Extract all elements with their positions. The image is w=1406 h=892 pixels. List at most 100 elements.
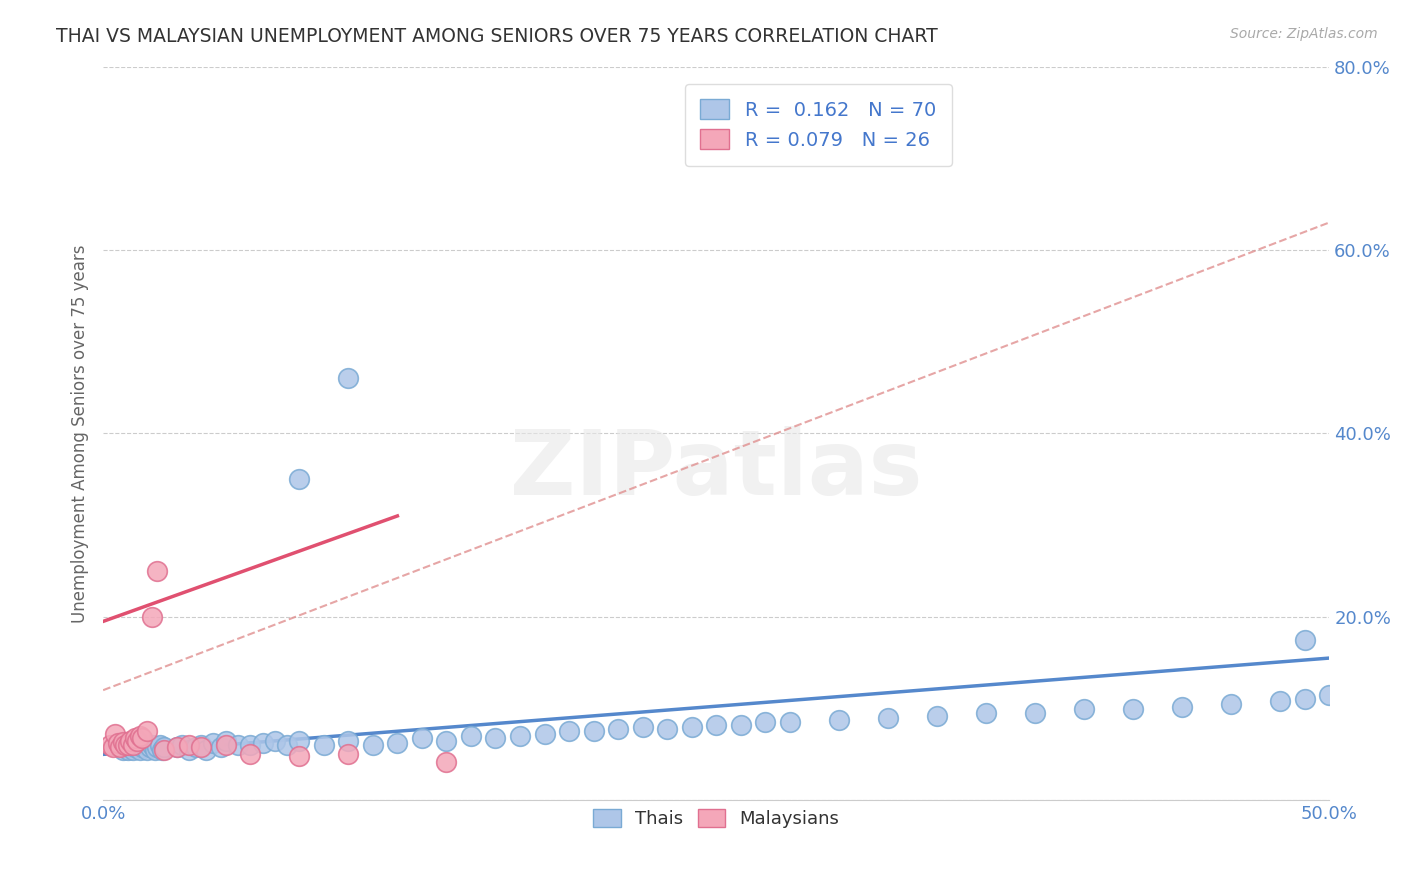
Point <box>436 755 458 769</box>
Point <box>111 743 134 757</box>
Point <box>239 738 262 752</box>
Point <box>166 739 188 754</box>
Point <box>533 727 555 741</box>
Point <box>111 735 134 749</box>
Point <box>582 724 605 739</box>
Text: THAI VS MALAYSIAN UNEMPLOYMENT AMONG SENIORS OVER 75 YEARS CORRELATION CHART: THAI VS MALAYSIAN UNEMPLOYMENT AMONG SEN… <box>56 27 938 45</box>
Point <box>190 739 212 754</box>
Point <box>166 739 188 754</box>
Point <box>1122 701 1144 715</box>
Point <box>828 713 851 727</box>
Point <box>121 738 143 752</box>
Point <box>215 733 238 747</box>
Point <box>117 743 139 757</box>
Point <box>288 733 311 747</box>
Point <box>177 738 200 752</box>
Point <box>779 715 801 730</box>
Point <box>127 738 149 752</box>
Point <box>1294 692 1316 706</box>
Point <box>1294 632 1316 647</box>
Point <box>239 747 262 762</box>
Point <box>190 738 212 752</box>
Point <box>127 733 149 747</box>
Point <box>117 738 139 752</box>
Point <box>104 738 127 752</box>
Point <box>509 729 531 743</box>
Point <box>141 609 163 624</box>
Point <box>138 739 160 754</box>
Point <box>681 720 703 734</box>
Point <box>153 739 176 754</box>
Point <box>129 729 152 743</box>
Point <box>263 733 285 747</box>
Point <box>337 371 360 385</box>
Point <box>607 722 630 736</box>
Point <box>186 739 208 754</box>
Point <box>124 731 146 745</box>
Point <box>558 724 581 739</box>
Point <box>411 731 433 745</box>
Point <box>134 738 156 752</box>
Point <box>129 743 152 757</box>
Point <box>1024 706 1046 720</box>
Point <box>131 739 153 754</box>
Point <box>288 749 311 764</box>
Point <box>202 736 225 750</box>
Legend: Thais, Malaysians: Thais, Malaysians <box>586 801 846 835</box>
Point <box>704 718 727 732</box>
Point <box>131 731 153 745</box>
Point <box>117 738 139 752</box>
Point <box>110 739 132 754</box>
Point <box>141 738 163 752</box>
Point <box>170 738 193 752</box>
Point <box>121 743 143 757</box>
Point <box>226 738 249 752</box>
Point <box>436 733 458 747</box>
Y-axis label: Unemployment Among Seniors over 75 years: Unemployment Among Seniors over 75 years <box>72 244 89 623</box>
Point <box>361 738 384 752</box>
Point <box>730 718 752 732</box>
Point <box>120 739 142 754</box>
Point <box>484 731 506 745</box>
Point <box>387 736 409 750</box>
Text: ZIPatlas: ZIPatlas <box>510 426 922 514</box>
Point <box>136 724 159 739</box>
Point <box>1270 694 1292 708</box>
Point <box>120 733 142 747</box>
Point <box>107 736 129 750</box>
Point <box>337 747 360 762</box>
Point <box>876 711 898 725</box>
Point <box>252 736 274 750</box>
Text: Source: ZipAtlas.com: Source: ZipAtlas.com <box>1230 27 1378 41</box>
Point <box>124 739 146 754</box>
Point <box>100 738 122 752</box>
Point <box>153 743 176 757</box>
Point <box>104 727 127 741</box>
Point <box>1317 688 1340 702</box>
Point <box>148 738 170 752</box>
Point <box>209 739 232 754</box>
Point <box>657 722 679 736</box>
Point <box>974 706 997 720</box>
Point <box>460 729 482 743</box>
Point <box>114 738 136 752</box>
Point <box>177 743 200 757</box>
Point <box>288 472 311 486</box>
Point <box>136 743 159 757</box>
Point <box>337 733 360 747</box>
Point <box>150 743 173 757</box>
Point <box>925 709 948 723</box>
Point <box>146 564 169 578</box>
Point <box>114 738 136 752</box>
Point <box>1073 701 1095 715</box>
Point <box>754 715 776 730</box>
Point <box>146 739 169 754</box>
Point <box>631 720 654 734</box>
Point <box>101 739 124 754</box>
Point <box>1171 699 1194 714</box>
Point <box>312 738 335 752</box>
Point <box>215 738 238 752</box>
Point <box>276 738 298 752</box>
Point <box>195 743 218 757</box>
Point <box>143 743 166 757</box>
